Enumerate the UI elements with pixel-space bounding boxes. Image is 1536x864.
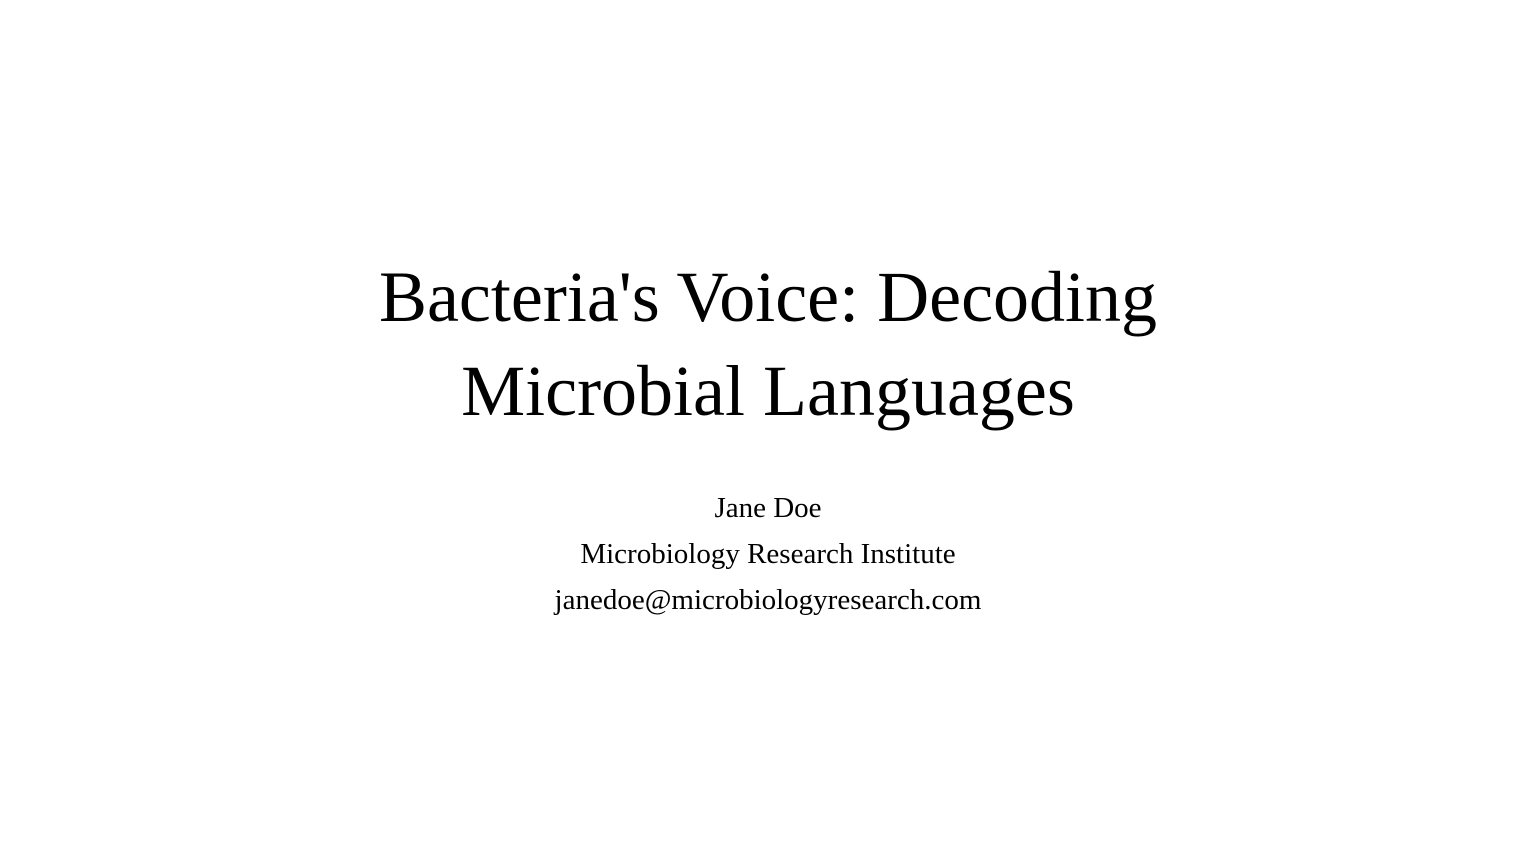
slide-title-line-2: Microbial Languages	[461, 351, 1075, 431]
slide-subtitle: Jane Doe Microbiology Research Institute…	[268, 485, 1268, 623]
author-name: Jane Doe	[714, 492, 822, 524]
slide-title: Bacteria's Voice: Decoding Microbial Lan…	[168, 250, 1368, 438]
slide-title-line-1: Bacteria's Voice: Decoding	[378, 257, 1158, 337]
author-email: janedoe@microbiologyresearch.com	[554, 584, 982, 616]
author-affiliation: Microbiology Research Institute	[580, 538, 956, 570]
